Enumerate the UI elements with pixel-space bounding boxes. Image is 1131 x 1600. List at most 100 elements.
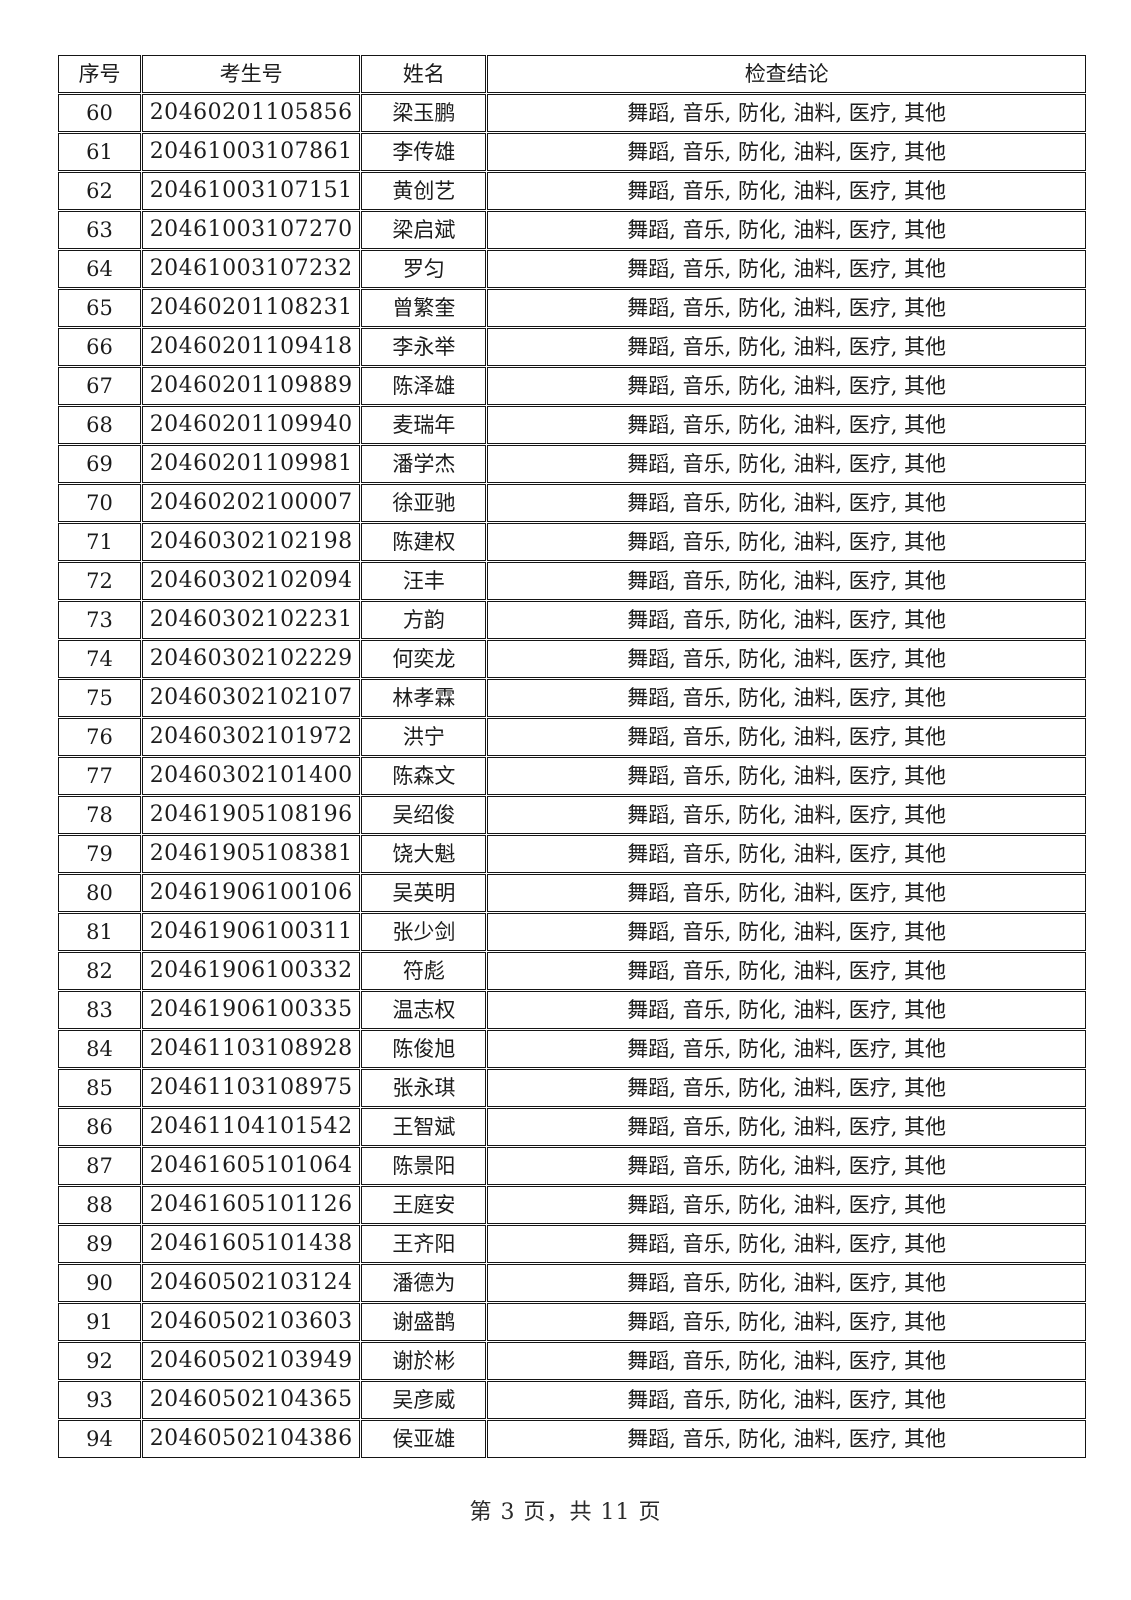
cell-conclusion: 舞蹈, 音乐, 防化, 油料, 医疗, 其他 — [487, 94, 1086, 132]
cell-serial: 67 — [58, 367, 142, 405]
cell-serial: 84 — [58, 1030, 142, 1068]
cell-serial: 94 — [58, 1420, 142, 1458]
cell-name: 曾繁奎 — [361, 289, 487, 327]
column-header-conclusion: 检查结论 — [487, 55, 1086, 93]
cell-conclusion: 舞蹈, 音乐, 防化, 油料, 医疗, 其他 — [487, 1342, 1086, 1380]
cell-serial: 71 — [58, 523, 142, 561]
table-row: 60 20460201105856 梁玉鹏 舞蹈, 音乐, 防化, 油料, 医疗, 其… — [58, 94, 1086, 132]
cell-candidate-no: 20460302102231 — [142, 601, 361, 639]
cell-conclusion: 舞蹈, 音乐, 防化, 油料, 医疗, 其他 — [487, 289, 1086, 327]
cell-name: 陈建权 — [361, 523, 487, 561]
cell-conclusion: 舞蹈, 音乐, 防化, 油料, 医疗, 其他 — [487, 406, 1086, 444]
cell-name: 方韵 — [361, 601, 487, 639]
cell-conclusion: 舞蹈, 音乐, 防化, 油料, 医疗, 其他 — [487, 1147, 1086, 1185]
table-row: 79 20461905108381 饶大魁 舞蹈, 音乐, 防化, 油料, 医疗, 其… — [58, 835, 1086, 873]
cell-serial: 61 — [58, 133, 142, 171]
table-header-row: 序号 考生号 姓名 检查结论 — [58, 55, 1086, 93]
cell-name: 王齐阳 — [361, 1225, 487, 1263]
cell-conclusion: 舞蹈, 音乐, 防化, 油料, 医疗, 其他 — [487, 1069, 1086, 1107]
cell-conclusion: 舞蹈, 音乐, 防化, 油料, 医疗, 其他 — [487, 1381, 1086, 1419]
cell-name: 陈泽雄 — [361, 367, 487, 405]
cell-conclusion: 舞蹈, 音乐, 防化, 油料, 医疗, 其他 — [487, 718, 1086, 756]
cell-serial: 91 — [58, 1303, 142, 1341]
cell-candidate-no: 20461906100332 — [142, 952, 361, 990]
cell-name: 麦瑞年 — [361, 406, 487, 444]
cell-serial: 92 — [58, 1342, 142, 1380]
cell-conclusion: 舞蹈, 音乐, 防化, 油料, 医疗, 其他 — [487, 757, 1086, 795]
cell-name: 陈森文 — [361, 757, 487, 795]
cell-serial: 66 — [58, 328, 142, 366]
cell-conclusion: 舞蹈, 音乐, 防化, 油料, 医疗, 其他 — [487, 367, 1086, 405]
table-row: 78 20461905108196 吴绍俊 舞蹈, 音乐, 防化, 油料, 医疗, 其… — [58, 796, 1086, 834]
cell-serial: 93 — [58, 1381, 142, 1419]
table-row: 84 20461103108928 陈俊旭 舞蹈, 音乐, 防化, 油料, 医疗, 其… — [58, 1030, 1086, 1068]
cell-candidate-no: 20460302102094 — [142, 562, 361, 600]
cell-serial: 73 — [58, 601, 142, 639]
cell-name: 林孝霖 — [361, 679, 487, 717]
column-header-candidate-no: 考生号 — [142, 55, 361, 93]
cell-serial: 78 — [58, 796, 142, 834]
cell-conclusion: 舞蹈, 音乐, 防化, 油料, 医疗, 其他 — [487, 250, 1086, 288]
table-row: 63 20461003107270 梁启斌 舞蹈, 音乐, 防化, 油料, 医疗, 其… — [58, 211, 1086, 249]
cell-serial: 86 — [58, 1108, 142, 1146]
cell-candidate-no: 20461104101542 — [142, 1108, 361, 1146]
cell-candidate-no: 20460502104386 — [142, 1420, 361, 1458]
cell-conclusion: 舞蹈, 音乐, 防化, 油料, 医疗, 其他 — [487, 445, 1086, 483]
cell-serial: 83 — [58, 991, 142, 1029]
table-row: 67 20460201109889 陈泽雄 舞蹈, 音乐, 防化, 油料, 医疗, 其… — [58, 367, 1086, 405]
cell-name: 侯亚雄 — [361, 1420, 487, 1458]
table-row: 90 20460502103124 潘德为 舞蹈, 音乐, 防化, 油料, 医疗, 其… — [58, 1264, 1086, 1302]
table-row: 73 20460302102231 方韵 舞蹈, 音乐, 防化, 油料, 医疗, 其他 — [58, 601, 1086, 639]
cell-name: 李永举 — [361, 328, 487, 366]
cell-conclusion: 舞蹈, 音乐, 防化, 油料, 医疗, 其他 — [487, 952, 1086, 990]
cell-candidate-no: 20460302102229 — [142, 640, 361, 678]
cell-candidate-no: 20461103108975 — [142, 1069, 361, 1107]
cell-serial: 90 — [58, 1264, 142, 1302]
cell-conclusion: 舞蹈, 音乐, 防化, 油料, 医疗, 其他 — [487, 523, 1086, 561]
cell-name: 符彪 — [361, 952, 487, 990]
table-row: 68 20460201109940 麦瑞年 舞蹈, 音乐, 防化, 油料, 医疗, 其… — [58, 406, 1086, 444]
table-row: 91 20460502103603 谢盛鹊 舞蹈, 音乐, 防化, 油料, 医疗, 其… — [58, 1303, 1086, 1341]
table-row: 71 20460302102198 陈建权 舞蹈, 音乐, 防化, 油料, 医疗, 其… — [58, 523, 1086, 561]
cell-serial: 79 — [58, 835, 142, 873]
table-row: 77 20460302101400 陈森文 舞蹈, 音乐, 防化, 油料, 医疗, 其… — [58, 757, 1086, 795]
table-row: 72 20460302102094 汪丰 舞蹈, 音乐, 防化, 油料, 医疗, 其他 — [58, 562, 1086, 600]
cell-serial: 64 — [58, 250, 142, 288]
cell-serial: 62 — [58, 172, 142, 210]
table-row: 74 20460302102229 何奕龙 舞蹈, 音乐, 防化, 油料, 医疗, 其… — [58, 640, 1086, 678]
cell-conclusion: 舞蹈, 音乐, 防化, 油料, 医疗, 其他 — [487, 874, 1086, 912]
cell-serial: 87 — [58, 1147, 142, 1185]
table-row: 93 20460502104365 吴彦威 舞蹈, 音乐, 防化, 油料, 医疗, 其… — [58, 1381, 1086, 1419]
cell-candidate-no: 20460302101400 — [142, 757, 361, 795]
cell-candidate-no: 20461905108196 — [142, 796, 361, 834]
cell-conclusion: 舞蹈, 音乐, 防化, 油料, 医疗, 其他 — [487, 796, 1086, 834]
cell-name: 梁玉鹏 — [361, 94, 487, 132]
cell-serial: 82 — [58, 952, 142, 990]
cell-serial: 88 — [58, 1186, 142, 1224]
cell-candidate-no: 20460201108231 — [142, 289, 361, 327]
cell-conclusion: 舞蹈, 音乐, 防化, 油料, 医疗, 其他 — [487, 562, 1086, 600]
cell-serial: 80 — [58, 874, 142, 912]
column-header-serial: 序号 — [58, 55, 142, 93]
cell-candidate-no: 20461906100311 — [142, 913, 361, 951]
cell-candidate-no: 20460201109889 — [142, 367, 361, 405]
cell-conclusion: 舞蹈, 音乐, 防化, 油料, 医疗, 其他 — [487, 211, 1086, 249]
cell-candidate-no: 20460201109981 — [142, 445, 361, 483]
table-row: 70 20460202100007 徐亚驰 舞蹈, 音乐, 防化, 油料, 医疗, 其… — [58, 484, 1086, 522]
cell-serial: 70 — [58, 484, 142, 522]
cell-name: 何奕龙 — [361, 640, 487, 678]
cell-candidate-no: 20460302102107 — [142, 679, 361, 717]
cell-conclusion: 舞蹈, 音乐, 防化, 油料, 医疗, 其他 — [487, 1225, 1086, 1263]
cell-candidate-no: 20461605101126 — [142, 1186, 361, 1224]
table-row: 88 20461605101126 王庭安 舞蹈, 音乐, 防化, 油料, 医疗, 其… — [58, 1186, 1086, 1224]
cell-name: 洪宁 — [361, 718, 487, 756]
cell-name: 陈景阳 — [361, 1147, 487, 1185]
cell-candidate-no: 20461003107270 — [142, 211, 361, 249]
cell-conclusion: 舞蹈, 音乐, 防化, 油料, 医疗, 其他 — [487, 601, 1086, 639]
cell-name: 温志权 — [361, 991, 487, 1029]
cell-candidate-no: 20461103108928 — [142, 1030, 361, 1068]
cell-conclusion: 舞蹈, 音乐, 防化, 油料, 医疗, 其他 — [487, 1420, 1086, 1458]
table-row: 75 20460302102107 林孝霖 舞蹈, 音乐, 防化, 油料, 医疗, 其… — [58, 679, 1086, 717]
cell-name: 陈俊旭 — [361, 1030, 487, 1068]
